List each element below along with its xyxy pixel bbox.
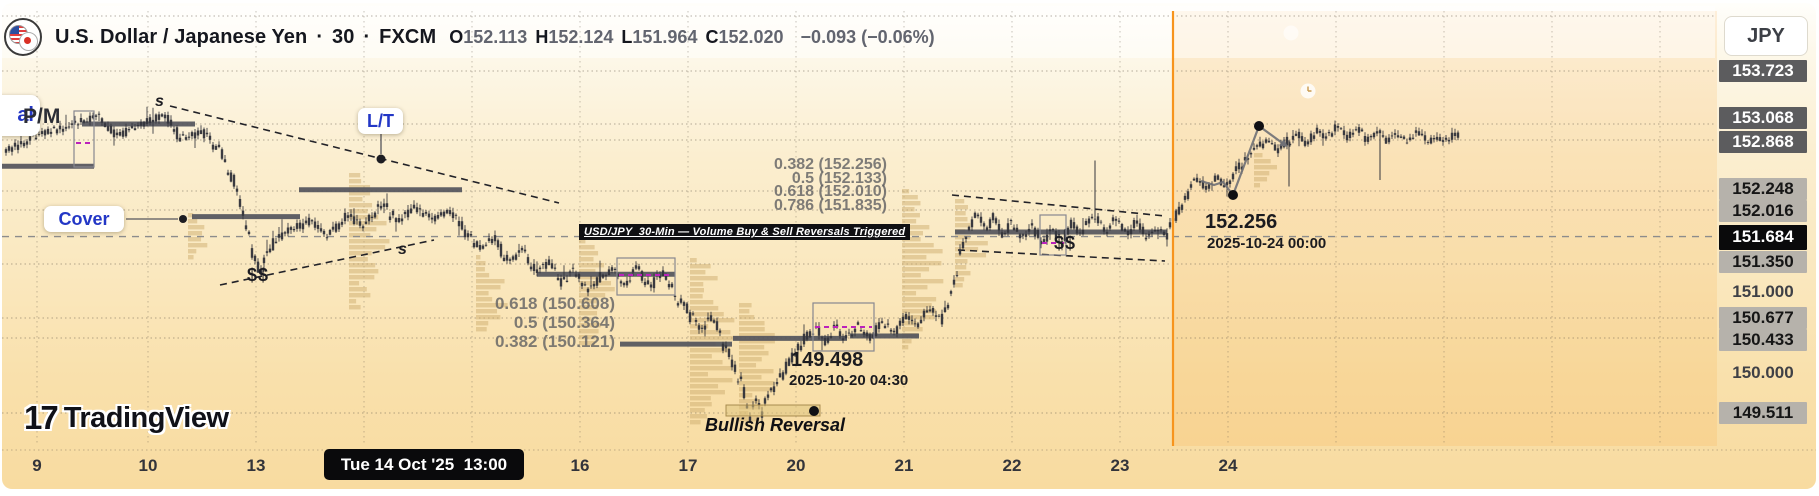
fib-line: 0.382 (150.121) bbox=[494, 332, 615, 351]
open-label: O bbox=[449, 26, 464, 47]
separator-dot: · bbox=[316, 25, 324, 48]
volume-profile-bars bbox=[188, 153, 1278, 425]
time-label: 20 bbox=[786, 456, 806, 475]
price-level-badge: 152.016 bbox=[1719, 200, 1807, 222]
time-label: 22 bbox=[1002, 456, 1022, 475]
symbol-title[interactable]: U.S. Dollar / Japanese Yen bbox=[55, 25, 308, 48]
time-label: 9 bbox=[32, 456, 42, 475]
price-change: −0.093 (−0.06%) bbox=[800, 26, 935, 47]
tradingview-wordmark: TradingView bbox=[63, 401, 229, 434]
price-chart-canvas[interactable] bbox=[2, 3, 1816, 489]
separator-dot: · bbox=[363, 25, 371, 48]
price-level-badge: 153.068 bbox=[1719, 107, 1807, 129]
tradingview-mark-icon: 17 bbox=[24, 399, 59, 436]
price-level-badge: 152.248 bbox=[1719, 178, 1807, 200]
flash-icon[interactable] bbox=[1283, 25, 1299, 41]
dollars-mark-1[interactable]: $$ bbox=[247, 265, 270, 285]
price-level-badge: 153.723 bbox=[1719, 60, 1807, 82]
projection-price[interactable]: 152.256 bbox=[1205, 211, 1278, 233]
fib-line: 0.786 (151.835) bbox=[774, 196, 887, 214]
fib-line: 0.5 (150.364) bbox=[513, 313, 615, 332]
fib-retracement-high[interactable]: 0.382 (152.256) 0.5 (152.133) 0.618 (152… bbox=[737, 156, 887, 214]
exchange-name[interactable]: FXCM bbox=[379, 25, 437, 48]
cover-label[interactable]: Cover bbox=[44, 206, 124, 232]
close-label: C bbox=[705, 26, 719, 47]
lt-anchor-dot[interactable] bbox=[376, 154, 386, 164]
price-level-badge: 149.511 bbox=[1719, 402, 1807, 424]
crosshair-time-badge: Tue 14 Oct '25 13:00 bbox=[324, 449, 524, 480]
chart-panel: U.S. Dollar / Japanese Yen · 30 · FXCM O… bbox=[2, 3, 1816, 489]
reversal-trigger-box[interactable] bbox=[725, 404, 821, 417]
currency-label[interactable]: JPY bbox=[1724, 16, 1808, 56]
pm-label[interactable]: P/M bbox=[23, 105, 61, 128]
high-label: H bbox=[535, 26, 549, 47]
fib-line: 0.382 (152.256) bbox=[774, 156, 887, 173]
pattern-boxes[interactable] bbox=[73, 110, 1067, 352]
reversal-anchor-dot[interactable] bbox=[809, 406, 819, 416]
close-value: 152.020 bbox=[718, 26, 784, 47]
time-label: 24 bbox=[1218, 456, 1238, 475]
low-value: 151.964 bbox=[632, 26, 698, 47]
high-value: 152.124 bbox=[548, 26, 614, 47]
time-label: 23 bbox=[1110, 456, 1130, 475]
price-tick-label: 151.000 bbox=[1732, 282, 1794, 301]
long-term-label[interactable]: L/T bbox=[358, 108, 403, 134]
low-label: L bbox=[621, 26, 633, 47]
open-value: 152.113 bbox=[463, 26, 528, 47]
signal-label-partial[interactable]: al bbox=[2, 95, 40, 136]
strategy-banner[interactable]: USD/JPY_30-Min — Volume Buy & Sell Rever… bbox=[579, 224, 911, 240]
price-current-badge: 151.684 bbox=[1719, 224, 1807, 250]
time-label: 13 bbox=[246, 456, 266, 475]
sell-mark-2[interactable]: s bbox=[398, 241, 407, 258]
fib-line: 0.618 (150.608) bbox=[494, 294, 615, 313]
time-label: 17 bbox=[678, 456, 698, 475]
time-label: 10 bbox=[138, 456, 158, 475]
price-level-badge: 150.677 bbox=[1719, 307, 1807, 329]
gridlines bbox=[2, 11, 1816, 451]
low-point-price[interactable]: 149.498 bbox=[791, 349, 864, 371]
header-fade bbox=[2, 6, 1715, 58]
price-tick-label: 150.000 bbox=[1732, 363, 1794, 382]
dashed-trendlines[interactable] bbox=[169, 105, 1166, 286]
time-label: 21 bbox=[894, 456, 914, 475]
clock-icon[interactable] bbox=[1300, 83, 1316, 99]
projection-time: 2025-10-24 00:00 bbox=[1207, 235, 1327, 252]
fib-line: 0.618 (152.010) bbox=[774, 183, 887, 200]
japan-flag-icon bbox=[19, 32, 38, 51]
projection-path[interactable] bbox=[1200, 121, 1288, 200]
tradingview-logo[interactable]: 17 TradingView bbox=[24, 399, 229, 437]
price-level-badge: 150.433 bbox=[1719, 329, 1807, 351]
fib-retracement-low[interactable]: 0.618 (150.608) 0.5 (150.364) 0.382 (150… bbox=[457, 294, 615, 351]
bullish-reversal-label[interactable]: Bullish Reversal bbox=[705, 415, 846, 435]
cover-anchor-dot[interactable] bbox=[179, 215, 187, 223]
symbol-header: U.S. Dollar / Japanese Yen · 30 · FXCM O… bbox=[4, 18, 935, 56]
dollars-mark-2[interactable]: $$ bbox=[1054, 233, 1077, 253]
price-level-badge: 152.868 bbox=[1719, 131, 1807, 153]
interval-value[interactable]: 30 bbox=[332, 25, 355, 48]
sell-mark-1[interactable]: s bbox=[155, 93, 164, 110]
time-label: 16 bbox=[570, 456, 590, 475]
fib-line: 0.5 (152.133) bbox=[791, 169, 887, 187]
currency-pair-flags-icon[interactable] bbox=[4, 18, 42, 56]
ohlc-readout: O152.113 H152.124 L151.964 C152.020 bbox=[449, 27, 791, 48]
low-point-time: 2025-10-20 04:30 bbox=[789, 372, 909, 389]
projection-highlight-zone[interactable] bbox=[1173, 11, 1717, 446]
price-level-badge: 151.350 bbox=[1719, 251, 1807, 273]
